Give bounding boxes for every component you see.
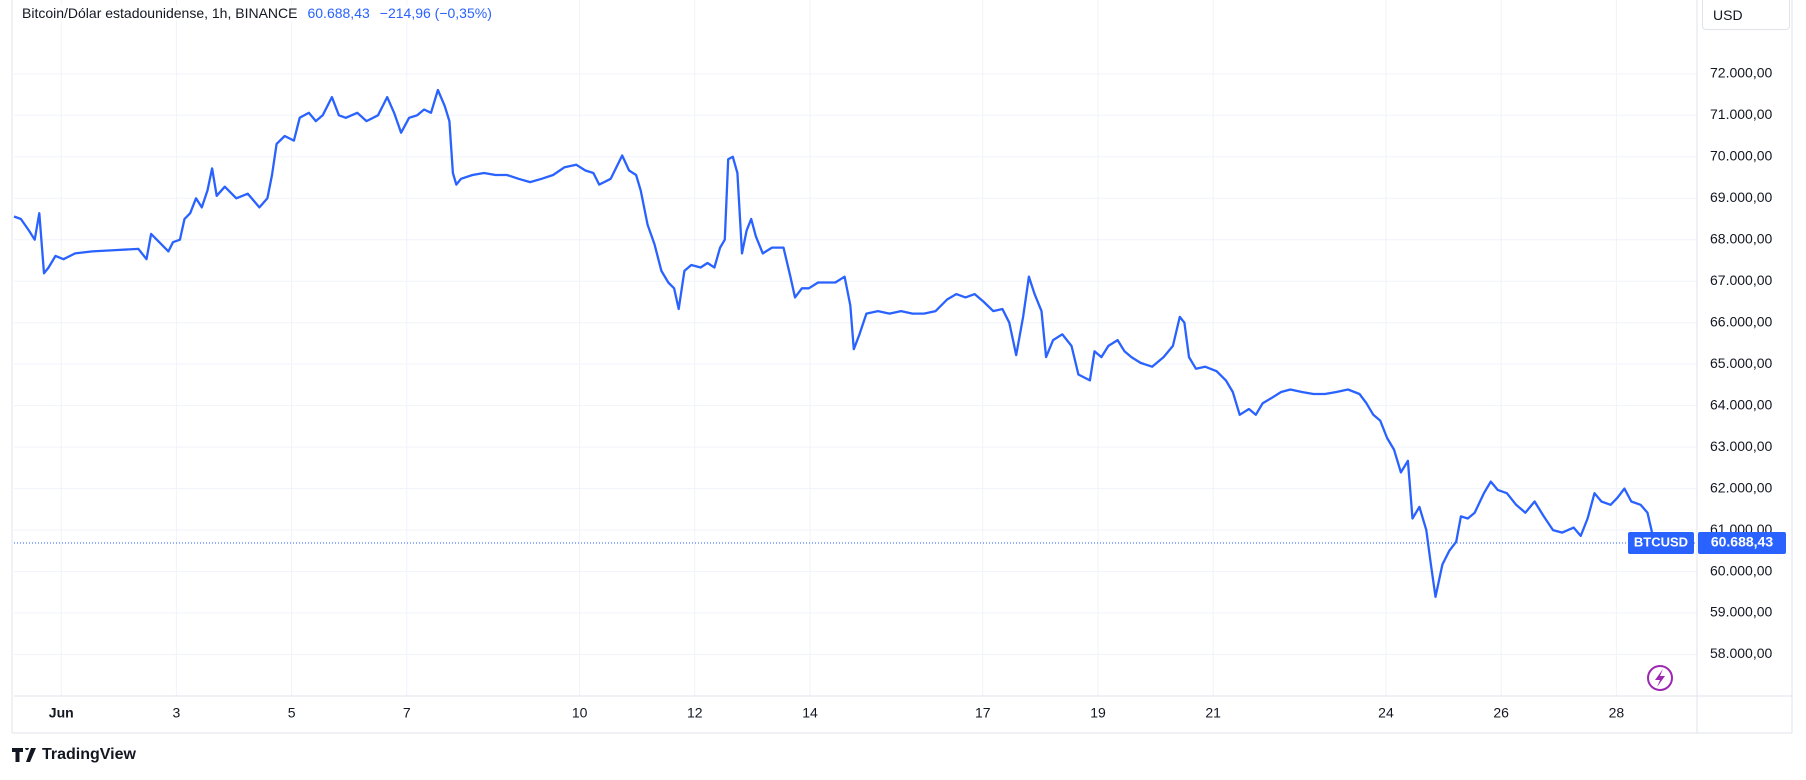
x-tick-label: 12 — [687, 705, 703, 721]
symbol-title: Bitcoin/Dólar estadounidense, 1h, BINANC… — [22, 5, 298, 21]
y-tick-label: 71.000,00 — [1710, 106, 1772, 122]
y-tick-label: 62.000,00 — [1710, 479, 1772, 495]
x-tick-label: 3 — [173, 705, 181, 721]
x-tick-label: 7 — [403, 705, 411, 721]
x-tick-label: 19 — [1090, 705, 1106, 721]
price-tag-bg — [1698, 532, 1786, 555]
x-tick-label: 28 — [1609, 705, 1625, 721]
symbol-tag-bg — [1628, 532, 1694, 555]
x-tick-label: 26 — [1493, 705, 1509, 721]
currency-button[interactable]: USD — [1702, 0, 1790, 30]
y-tick-label: 58.000,00 — [1710, 645, 1772, 661]
y-tick-label: 67.000,00 — [1710, 272, 1772, 288]
x-tick-label: Jun — [49, 705, 74, 721]
x-tick-label: 21 — [1205, 705, 1221, 721]
x-tick-label: 10 — [572, 705, 588, 721]
price-tag: 60.688,43 — [1711, 534, 1773, 550]
grid — [14, 0, 1697, 696]
x-tick-label: 14 — [802, 705, 818, 721]
y-tick-label: 66.000,00 — [1710, 313, 1772, 329]
header: Bitcoin/Dólar estadounidense, 1h, BINANC… — [22, 5, 492, 21]
x-tick-label: 17 — [975, 705, 991, 721]
brand: TradingView — [12, 746, 136, 764]
y-tick-label: 59.000,00 — [1710, 604, 1772, 620]
y-tick-label: 69.000,00 — [1710, 189, 1772, 205]
y-tick-label: 60.000,00 — [1710, 562, 1772, 578]
brand-logo — [12, 748, 36, 762]
symbol-tag: BTCUSD — [1634, 534, 1688, 549]
last-price: 60.688,43 — [307, 5, 370, 21]
price-line — [13, 88, 1656, 599]
alert-icon[interactable] — [1647, 665, 1673, 691]
y-tick-label: 64.000,00 — [1710, 396, 1772, 412]
brand-name: TradingView — [42, 746, 136, 763]
y-tick-label: 63.000,00 — [1710, 438, 1772, 454]
x-tick-label: 24 — [1378, 705, 1394, 721]
y-tick-label: 70.000,00 — [1710, 147, 1772, 163]
price-change: −214,96 (−0,35%) — [379, 5, 492, 21]
y-tick-label: 72.000,00 — [1710, 65, 1772, 81]
x-tick-label: 5 — [288, 705, 296, 721]
y-tick-label: 68.000,00 — [1710, 230, 1772, 246]
y-tick-label: 65.000,00 — [1710, 355, 1772, 371]
